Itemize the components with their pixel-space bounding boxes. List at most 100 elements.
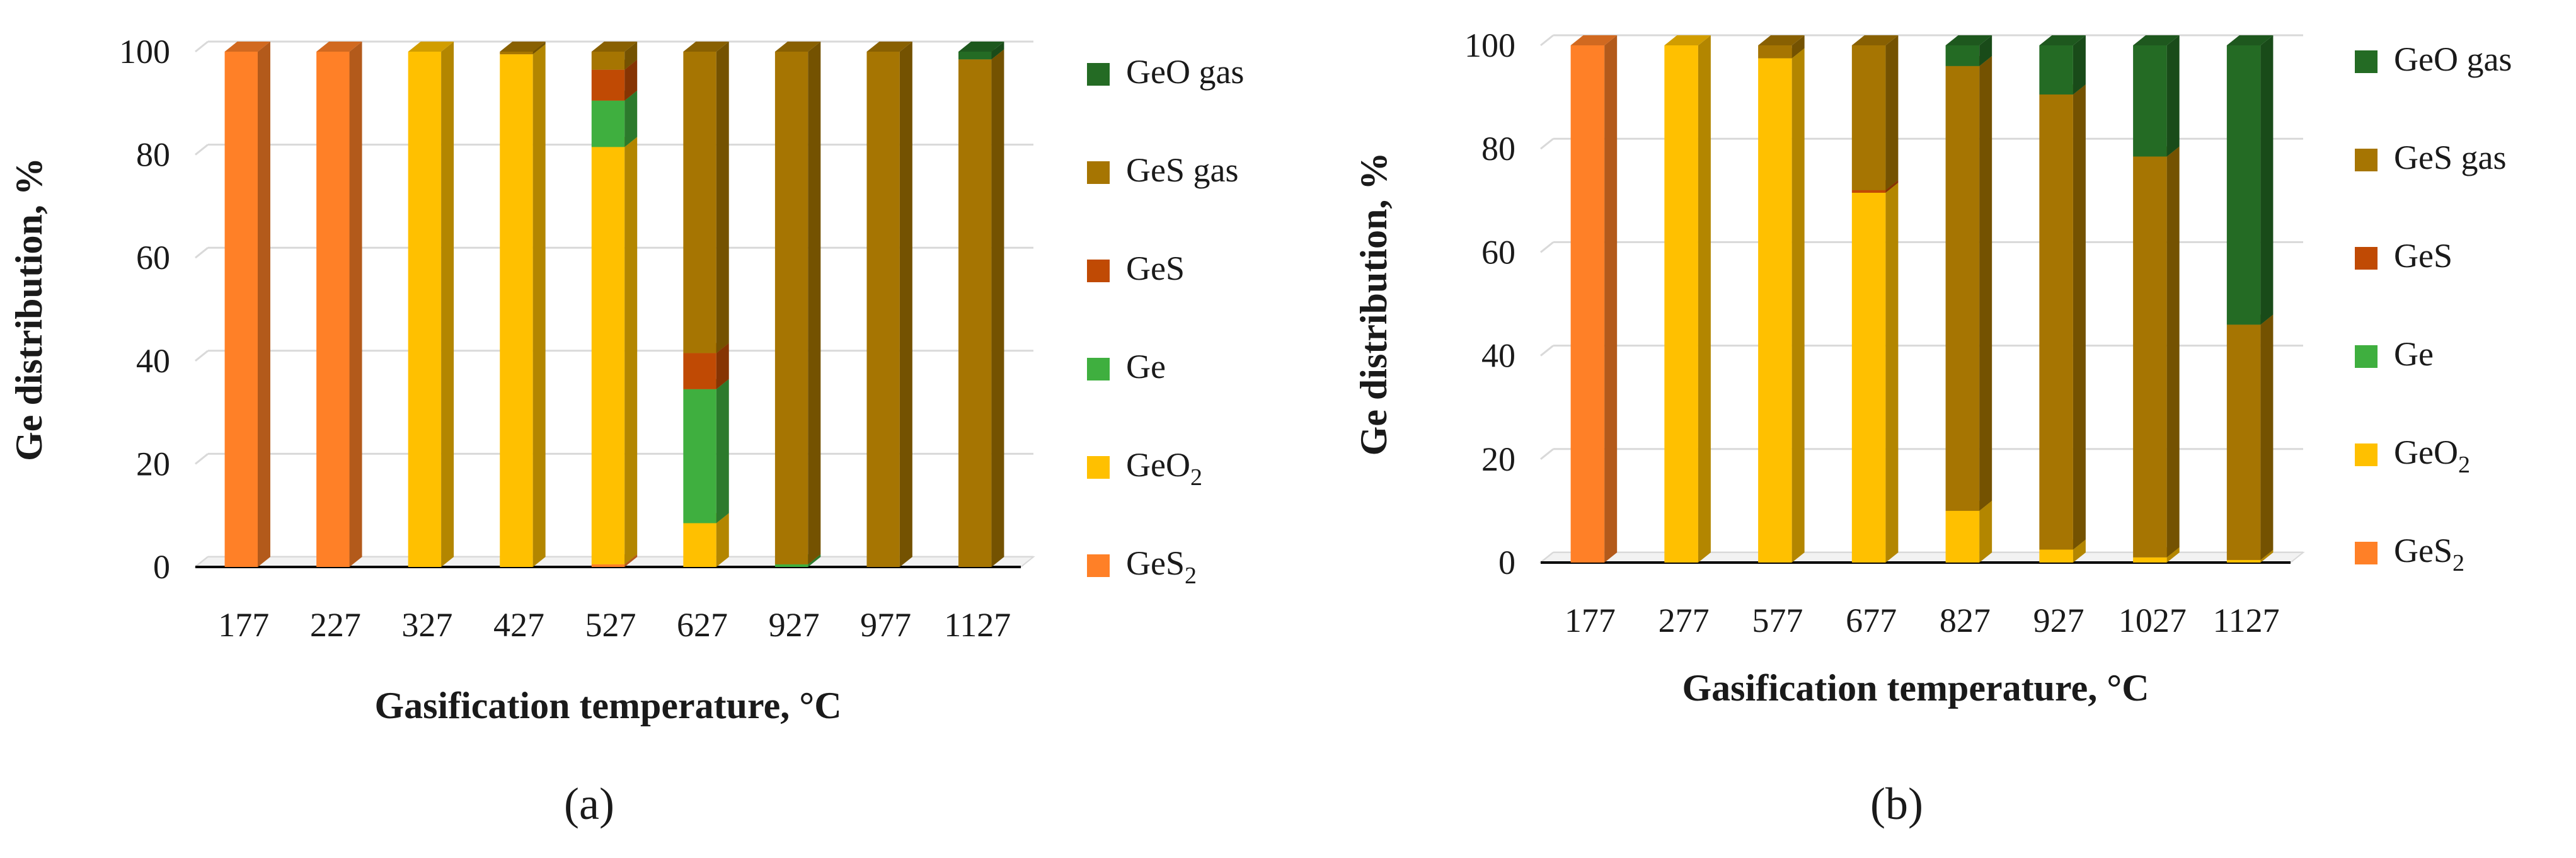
chart-a: 0 20 40 60 80 100 177 227 327 427 527 627 927 977 1127… — [8, 33, 1244, 829]
bar-top — [866, 42, 912, 52]
legend-swatch — [1087, 63, 1110, 86]
legend-label-subscript: 2 — [2452, 550, 2464, 576]
x-tick-label: 177 — [218, 606, 269, 644]
legend-label: GeS — [1126, 249, 1185, 287]
bar-front — [1570, 45, 1605, 563]
gridline-edge — [195, 350, 209, 362]
y-tick-label: 40 — [136, 342, 170, 380]
bar-side — [2073, 35, 2086, 94]
bar-front — [2226, 559, 2261, 563]
bar-front — [683, 52, 716, 353]
x-tick-label: 627 — [677, 606, 728, 644]
bar-front — [958, 52, 992, 60]
y-tick-label: 80 — [136, 136, 170, 174]
y-axis-title: Ge distribution, % — [8, 157, 50, 461]
bar-top — [500, 42, 546, 52]
bar-segment — [866, 42, 912, 567]
legend-swatch — [1087, 260, 1110, 282]
bar-side — [1698, 35, 1711, 563]
gridline-edge — [195, 144, 209, 156]
legend-label-main: GeS — [2394, 532, 2452, 569]
bar-segment — [1851, 182, 1899, 563]
bar-side — [1979, 500, 1992, 563]
bar-front — [2039, 549, 2073, 563]
legend-label: GeS gas — [2394, 139, 2506, 176]
legend-label-main: GeS — [2394, 237, 2452, 275]
bar-segment — [2226, 35, 2274, 325]
legend-label: GeS — [2394, 237, 2452, 275]
bar-segment — [224, 42, 270, 567]
legend-item: GeS2 — [1087, 544, 1197, 589]
bar-side — [1979, 55, 1992, 511]
x-tick-label: 327 — [401, 606, 452, 644]
bar-front — [2039, 45, 2073, 94]
y-tick-label: 80 — [1481, 130, 1515, 168]
bar-segment — [500, 42, 546, 55]
bar-front — [224, 52, 258, 567]
bar-side — [2260, 35, 2274, 325]
legend-item: Ge — [2355, 335, 2434, 373]
legend-label-subscript: 2 — [1190, 464, 1202, 491]
gridline-edge — [1540, 138, 1554, 150]
bar-side — [624, 554, 638, 567]
bar-front — [591, 52, 625, 70]
bar-segment — [2039, 35, 2086, 94]
x-tick-label: 577 — [1752, 602, 1803, 639]
bar-side — [624, 90, 638, 147]
gridline-edge — [195, 40, 209, 53]
legend-label-main: GeO gas — [1126, 53, 1244, 91]
bar-side — [808, 554, 821, 567]
bar-side — [2166, 547, 2180, 563]
legend-label: GeO gas — [2394, 40, 2512, 78]
bar-front — [500, 54, 533, 568]
bar-side — [1885, 182, 1899, 563]
bar-top — [1758, 35, 1805, 45]
y-tick-label: 100 — [119, 33, 170, 71]
y-tick-label: 60 — [136, 239, 170, 277]
legend-label: Ge — [2394, 335, 2434, 373]
bar-top — [683, 42, 729, 52]
x-tick-label: 827 — [1940, 602, 1991, 639]
legend-swatch — [2355, 149, 2378, 171]
legend-swatch — [2355, 50, 2378, 73]
bar-side — [991, 49, 1004, 567]
legend-label-main: Ge — [2394, 335, 2434, 373]
bar-front — [500, 52, 533, 55]
bar-side — [624, 137, 638, 564]
bar-front — [958, 59, 992, 567]
bar-side — [2166, 35, 2180, 157]
bar-top — [2226, 35, 2274, 45]
bar-top — [1570, 35, 1618, 45]
bar-front — [866, 52, 900, 567]
bar-side — [1791, 48, 1805, 563]
bar-top — [316, 42, 362, 52]
bar-side — [257, 42, 270, 567]
gridline-edge — [195, 247, 209, 259]
bar-side — [716, 42, 729, 353]
legend-swatch — [1087, 456, 1110, 479]
bar-front — [774, 52, 808, 564]
x-tick-label: 1027 — [2119, 602, 2187, 639]
legend-label: GeO2 — [1126, 446, 1202, 491]
bar-front — [591, 564, 625, 567]
legend-item: GeO2 — [2355, 433, 2470, 478]
bar-front — [2133, 156, 2167, 558]
y-tick-label: 0 — [1498, 544, 1515, 581]
bar-front — [683, 389, 716, 523]
bar-segment — [683, 42, 729, 353]
bar-side — [624, 59, 638, 101]
bar-side — [2073, 84, 2086, 550]
bar-top — [1664, 35, 1711, 45]
bar-side — [2260, 549, 2274, 563]
bar-segment — [1945, 55, 1992, 511]
legend-label-main: Ge — [1126, 348, 1166, 386]
legend-swatch — [2355, 345, 2378, 368]
bar-side — [899, 42, 912, 567]
x-tick-label: 677 — [1846, 602, 1897, 639]
bar-segment — [2226, 314, 2274, 560]
panel-label: (a) — [564, 779, 614, 829]
bar-segment — [1664, 35, 1711, 563]
legend-label-main: GeS — [1126, 544, 1185, 582]
